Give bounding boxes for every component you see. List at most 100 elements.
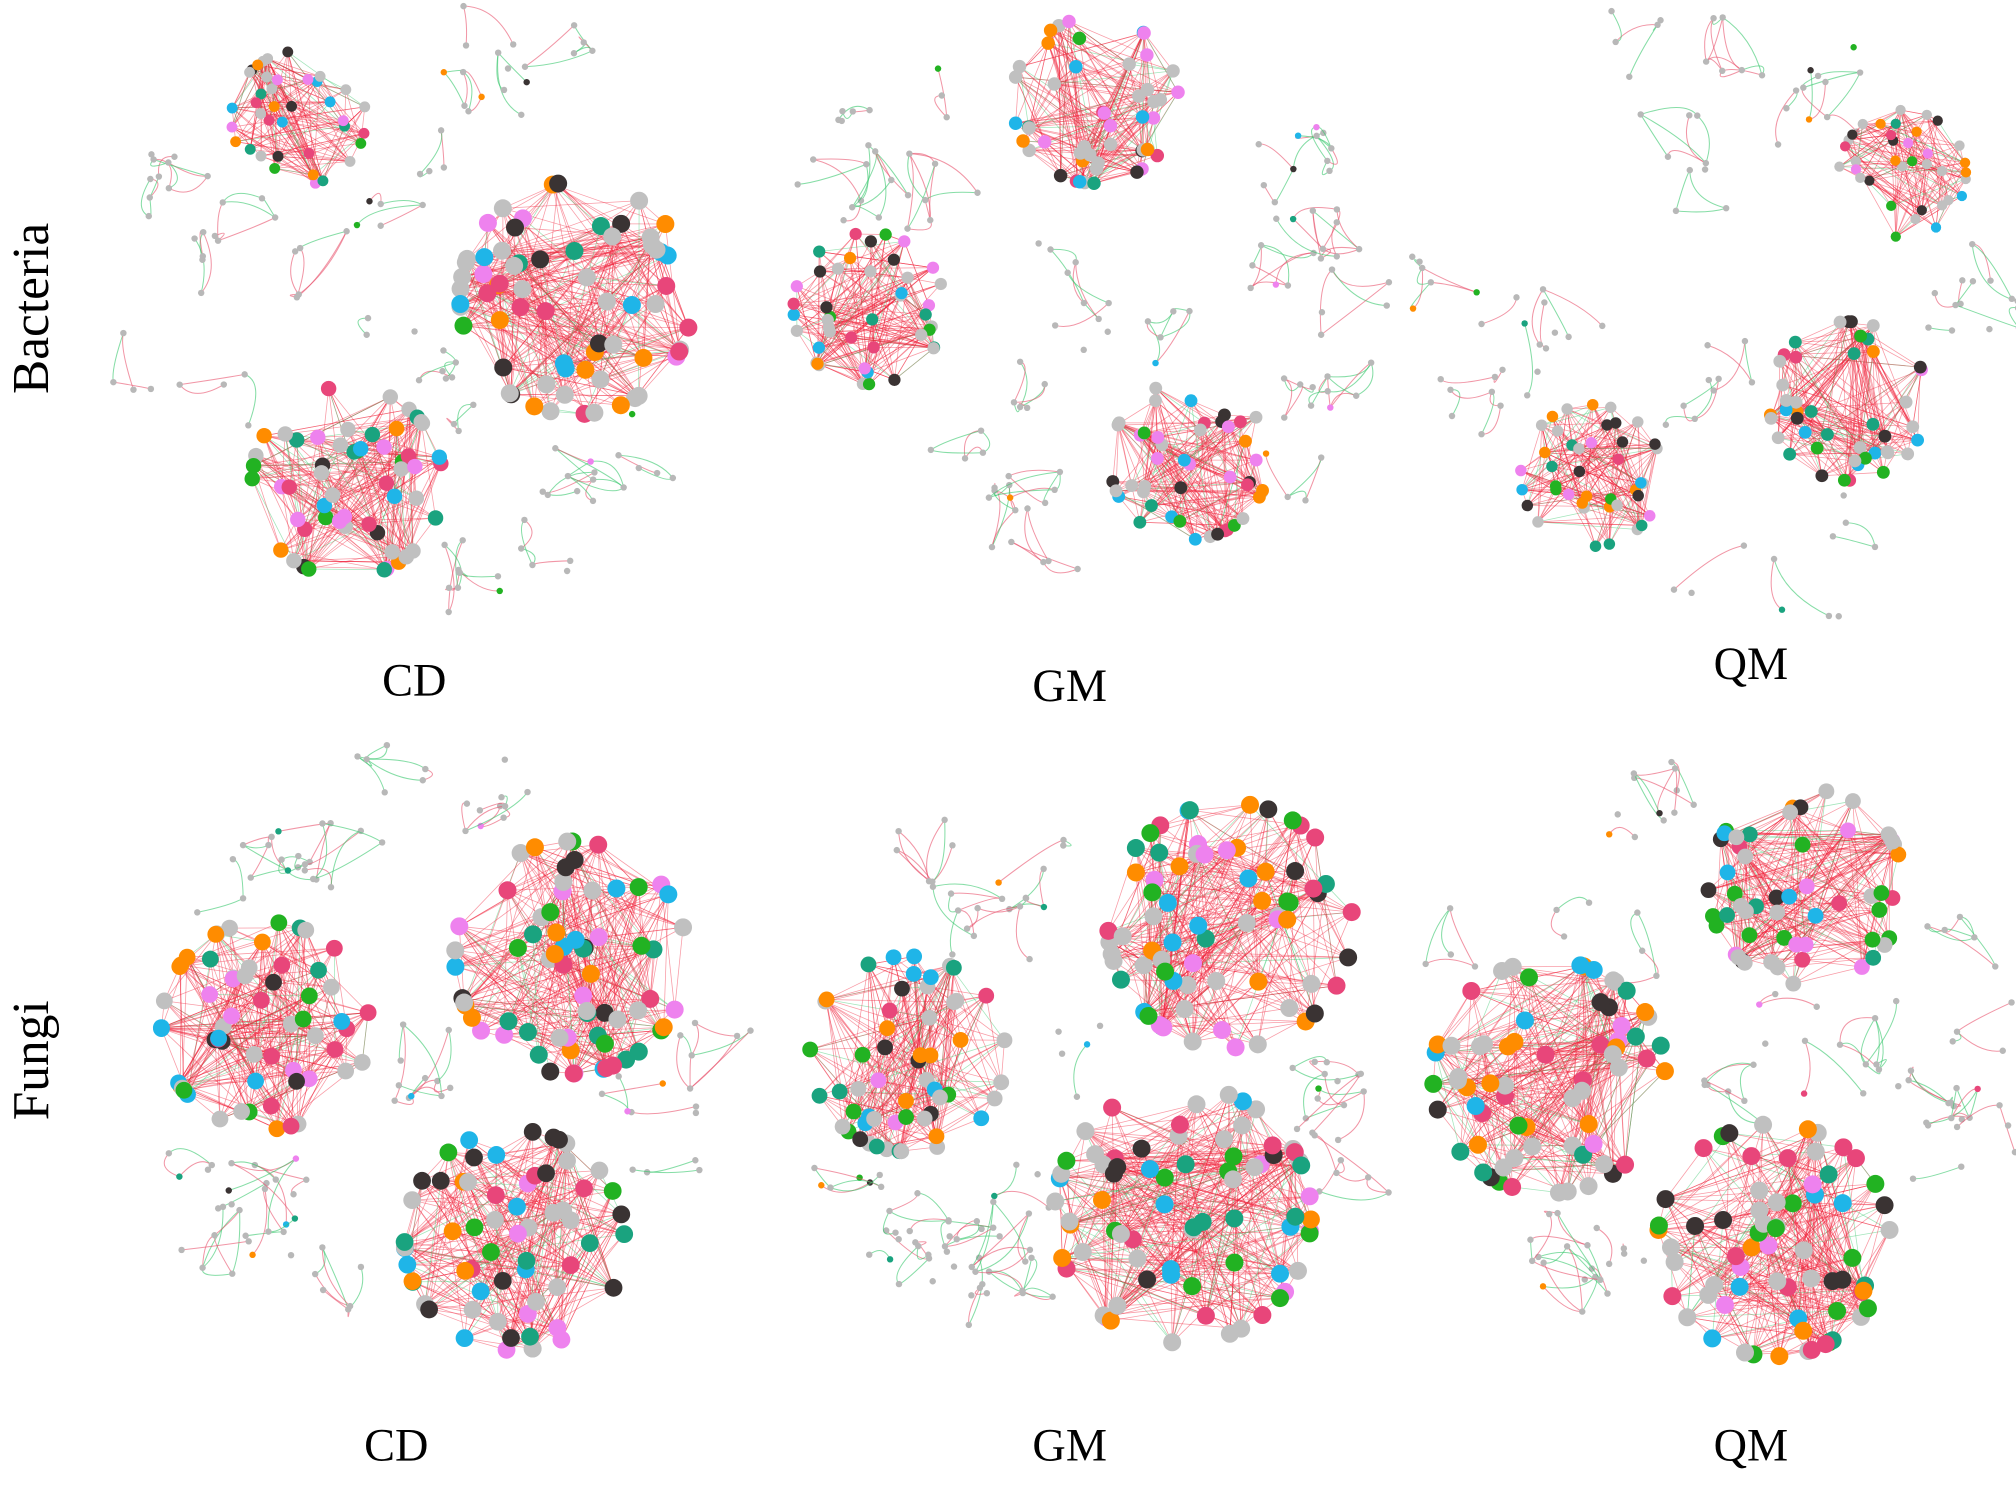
edge xyxy=(1240,421,1250,483)
node xyxy=(674,918,693,937)
node xyxy=(1043,23,1058,38)
edge xyxy=(1592,404,1636,491)
edge xyxy=(522,218,547,385)
edge xyxy=(1097,95,1140,164)
node xyxy=(629,878,648,897)
node xyxy=(204,1166,212,1173)
edge xyxy=(594,237,652,353)
edge xyxy=(1544,443,1655,453)
edge xyxy=(180,1080,256,1087)
edge xyxy=(273,982,316,1036)
edge xyxy=(907,277,930,330)
node xyxy=(493,241,512,260)
edge xyxy=(1852,134,1943,206)
node xyxy=(1798,425,1812,439)
edge xyxy=(235,125,345,143)
edge xyxy=(1845,145,1966,164)
node xyxy=(1140,82,1155,97)
edge xyxy=(1640,114,1669,158)
edge xyxy=(274,168,314,176)
node xyxy=(926,261,940,274)
node xyxy=(1385,279,1393,286)
edge xyxy=(1155,400,1263,491)
node xyxy=(500,86,508,94)
edge xyxy=(360,448,400,563)
edge xyxy=(1583,507,1596,547)
node xyxy=(849,108,857,115)
edge xyxy=(1331,269,1390,287)
edge xyxy=(231,107,251,150)
edge xyxy=(271,927,301,1057)
node xyxy=(589,334,608,353)
edge xyxy=(868,241,905,385)
edge xyxy=(1060,21,1070,176)
node xyxy=(1608,7,1615,15)
edge xyxy=(829,316,922,336)
edge xyxy=(510,249,657,395)
edge xyxy=(829,316,864,385)
edge xyxy=(502,208,515,266)
edge xyxy=(1520,470,1618,506)
edge xyxy=(232,101,331,109)
edge xyxy=(260,155,314,176)
node xyxy=(1778,606,1786,613)
edge xyxy=(632,1169,700,1174)
edge xyxy=(499,283,586,371)
edge xyxy=(819,241,905,252)
node xyxy=(1855,172,1866,183)
node xyxy=(1701,166,1709,173)
node xyxy=(165,1150,173,1157)
edge xyxy=(1860,162,1966,179)
node xyxy=(1680,402,1687,409)
edge xyxy=(851,337,934,349)
edge xyxy=(1155,388,1196,540)
edge xyxy=(309,995,369,1013)
edge xyxy=(1839,123,1897,167)
edge xyxy=(465,791,528,832)
edge xyxy=(1015,76,1143,170)
edge xyxy=(463,325,681,351)
edge xyxy=(253,450,358,467)
edge xyxy=(1189,463,1231,478)
edge xyxy=(1136,99,1161,173)
node xyxy=(1534,368,1541,375)
edge xyxy=(1146,55,1148,150)
node xyxy=(1906,420,1920,434)
edge xyxy=(1566,408,1610,545)
edge xyxy=(297,482,387,520)
node xyxy=(974,189,981,196)
node xyxy=(354,753,361,760)
node xyxy=(688,1052,695,1059)
edge xyxy=(321,1247,351,1307)
node xyxy=(634,348,653,367)
node xyxy=(1922,148,1933,159)
edge xyxy=(1054,70,1174,85)
node xyxy=(1616,436,1629,448)
edge xyxy=(1079,149,1148,183)
node xyxy=(1497,402,1504,409)
node xyxy=(451,279,470,298)
edge xyxy=(1537,425,1543,522)
edge xyxy=(1848,321,1921,368)
node xyxy=(524,788,531,796)
edge xyxy=(235,120,344,143)
edge xyxy=(354,451,440,458)
edge xyxy=(231,72,250,128)
edge xyxy=(826,306,934,349)
edge xyxy=(1544,452,1639,496)
node xyxy=(407,458,423,475)
edge xyxy=(1058,25,1130,65)
node xyxy=(463,800,471,807)
edge xyxy=(1895,110,1901,161)
edge xyxy=(870,241,875,348)
edge xyxy=(1869,180,1923,211)
edge xyxy=(796,241,905,332)
edge xyxy=(870,241,902,294)
edge xyxy=(1312,210,1360,250)
node xyxy=(858,362,871,375)
node xyxy=(353,1053,371,1071)
edge xyxy=(179,373,245,386)
edge xyxy=(818,304,930,349)
edge xyxy=(1869,180,1937,228)
